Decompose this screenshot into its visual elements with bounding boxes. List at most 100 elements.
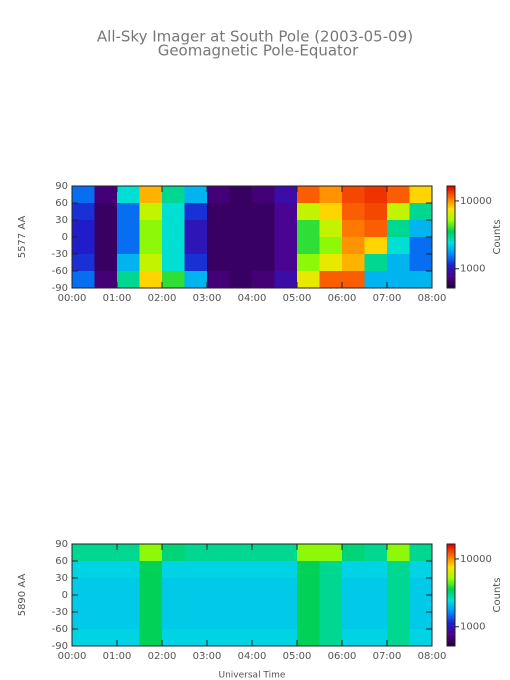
colorbar-segment — [447, 618, 455, 621]
colorbar-tick-label: 1000 — [460, 264, 485, 275]
heatmap-cell — [252, 254, 275, 272]
colorbar-segment — [447, 630, 455, 633]
heatmap-cell — [117, 595, 140, 613]
heatmap-cell — [117, 578, 140, 596]
colorbar-segment — [447, 581, 455, 584]
heatmap-cell — [274, 612, 298, 630]
heatmap-cell — [207, 612, 230, 630]
colorbar-segment — [447, 282, 455, 285]
colorbar-segment — [447, 206, 455, 209]
colorbar-segment — [447, 622, 455, 625]
y-tick-label: -60 — [52, 266, 68, 277]
colorbar-segment — [447, 613, 455, 616]
colorbar-segment — [447, 264, 455, 267]
heatmap-cell — [207, 544, 230, 562]
heatmap-cell — [94, 186, 118, 204]
heatmap-cell — [274, 595, 298, 613]
heatmap-cell — [387, 203, 410, 221]
heatmap-cell — [229, 220, 253, 238]
heatmap-cell — [409, 595, 433, 613]
colorbar-frame — [446, 543, 456, 647]
colorbar-segment — [447, 271, 455, 273]
colorbar-segment — [447, 265, 455, 268]
heatmap-cell — [162, 578, 185, 596]
colorbar-segment — [447, 612, 455, 614]
heatmap-cell — [162, 544, 185, 562]
y-tick-label: 0 — [62, 590, 68, 601]
heatmap-cell — [229, 578, 253, 596]
colorbar-segment — [447, 201, 455, 204]
heatmap-cell — [274, 237, 298, 255]
y-tick-label: -30 — [52, 607, 68, 618]
colorbar-segment — [447, 199, 455, 202]
colorbar-tick-label: 10000 — [460, 554, 492, 565]
colorbar-segment — [447, 284, 455, 287]
colorbar-segment — [447, 610, 455, 613]
colorbar-segment — [447, 225, 455, 228]
heatmap-cell — [342, 629, 365, 647]
heatmap-cell — [184, 254, 208, 272]
colorbar-segment — [447, 243, 455, 246]
heatmap-cell — [207, 578, 230, 596]
heatmap-cell — [94, 595, 118, 613]
heatmap-cell — [319, 237, 343, 255]
colorbar-segment — [447, 629, 455, 631]
heatmap-cell — [387, 578, 410, 596]
colorbar-segment — [447, 634, 455, 637]
heatmap-cell — [342, 595, 365, 613]
heatmap-cell — [252, 271, 275, 289]
heatmap-cell — [72, 271, 95, 289]
heatmap-cell — [409, 612, 433, 630]
colorbar-segment — [447, 583, 455, 586]
heatmap-cell — [364, 544, 388, 562]
heatmap-cell — [319, 271, 343, 289]
heatmap-cell — [139, 271, 163, 289]
heatmap-cell — [319, 544, 343, 562]
heatmap-cell — [184, 544, 208, 562]
heatmap-cell — [274, 203, 298, 221]
colorbar-segment — [447, 208, 455, 211]
heatmap-cell — [409, 186, 433, 204]
heatmap-cell — [184, 612, 208, 630]
colorbar-segment — [447, 226, 455, 229]
heatmap-cell — [207, 595, 230, 613]
x-tick-label: 06:00 — [328, 293, 357, 304]
heatmap-cell — [229, 237, 253, 255]
heatmap-cell — [184, 271, 208, 289]
heatmap-cell — [94, 220, 118, 238]
colorbar-segment — [447, 596, 455, 599]
heatmap-cell — [72, 578, 95, 596]
heatmap-cell — [274, 561, 298, 579]
colorbar-label: Counts — [492, 220, 503, 255]
colorbar-segment — [447, 562, 455, 565]
heatmap-cell — [207, 203, 230, 221]
colorbar-segment — [447, 221, 455, 224]
heatmap-cell — [342, 271, 365, 289]
heatmap-cell — [229, 254, 253, 272]
heatmap-cell — [319, 561, 343, 579]
heatmap-cell — [297, 254, 320, 272]
heatmap-cell — [319, 254, 343, 272]
heatmap-cell — [252, 237, 275, 255]
heatmap-cell — [274, 220, 298, 238]
x-tick-label: 02:00 — [148, 651, 177, 662]
heatmap-cell — [207, 561, 230, 579]
heatmap-cell — [297, 544, 320, 562]
chart-subtitle: Geomagnetic Pole-Equator — [158, 42, 359, 60]
heatmap-cell — [94, 629, 118, 647]
colorbar-segment — [447, 259, 455, 262]
heatmap-cell — [364, 578, 388, 596]
colorbar-segment — [447, 254, 455, 256]
heatmap-cell — [274, 254, 298, 272]
colorbar-segment — [447, 552, 455, 555]
colorbar-segment — [447, 216, 455, 219]
heatmap-cell — [364, 271, 388, 289]
heatmap-cell — [409, 629, 433, 647]
y-tick-label: 60 — [55, 198, 68, 209]
heatmap-cell — [184, 237, 208, 255]
colorbar-segment — [447, 269, 455, 272]
heatmap-cell — [117, 561, 140, 579]
colorbar-segment — [447, 247, 455, 250]
heatmap-cell — [409, 220, 433, 238]
